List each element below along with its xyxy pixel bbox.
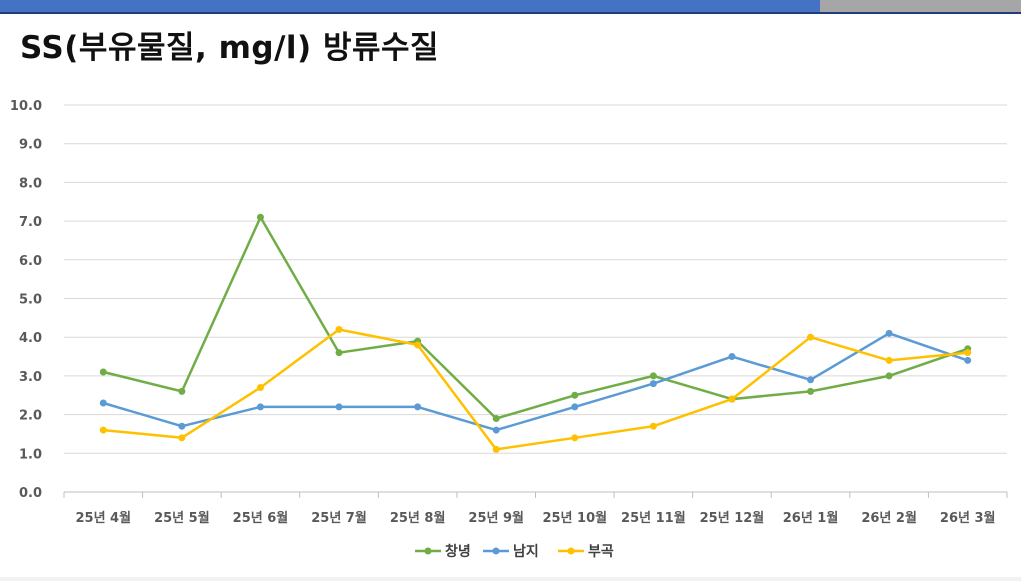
x-tick-label: 25년 8월 (390, 510, 446, 526)
y-tick-label: 0.0 (19, 486, 42, 501)
y-tick-label: 2.0 (19, 409, 42, 424)
data-point (414, 341, 422, 349)
data-point (256, 384, 264, 392)
series-line (103, 215, 969, 420)
data-point (885, 356, 893, 364)
y-tick-label: 7.0 (19, 215, 42, 230)
slide-title: SS(부유물질, mg/l) 방류수질 (20, 30, 440, 66)
data-point (807, 387, 815, 395)
x-tick-label: 25년 5월 (154, 510, 210, 526)
series-line (103, 328, 968, 451)
data-point (492, 426, 500, 434)
legend-swatch-marker (492, 547, 500, 555)
data-point (335, 403, 343, 411)
y-tick-label: 9.0 (19, 138, 42, 153)
y-tick-label: 1.0 (19, 447, 42, 462)
data-point (99, 368, 107, 376)
data-point (571, 403, 579, 411)
data-point (885, 329, 893, 337)
legend-swatch-marker (567, 547, 575, 555)
y-tick-label: 4.0 (19, 331, 42, 346)
x-tick-label: 26년 1월 (783, 510, 839, 526)
legend-label: 남지 (513, 543, 539, 560)
data-point (178, 387, 186, 395)
data-point (649, 422, 657, 430)
data-point (99, 426, 107, 434)
legend-label: 창녕 (445, 543, 471, 560)
data-point (964, 349, 972, 357)
header-divider (0, 12, 1021, 14)
x-tick-label: 25년 4월 (75, 510, 131, 526)
data-point (99, 399, 107, 407)
data-point (649, 372, 657, 380)
data-point (256, 213, 264, 221)
data-point (964, 356, 972, 364)
data-point (335, 349, 343, 357)
data-point (492, 414, 500, 422)
x-tick-label: 25년 12월 (700, 510, 765, 526)
legend-label: 부곡 (588, 544, 614, 560)
footer-divider (0, 577, 1021, 581)
x-tick-label: 25년 10월 (542, 510, 607, 526)
y-tick-label: 5.0 (19, 293, 42, 308)
data-point (807, 376, 815, 384)
data-point (807, 333, 815, 341)
y-tick-label: 8.0 (19, 176, 42, 191)
data-point (728, 395, 736, 403)
header-accent-bar (0, 0, 820, 12)
y-tick-label: 3.0 (19, 370, 42, 385)
data-point (256, 403, 264, 411)
legend-swatch-marker (424, 547, 432, 555)
data-point (492, 445, 500, 453)
header-accent-bar-right (820, 0, 1021, 12)
x-tick-label: 25년 9월 (468, 510, 524, 526)
data-point (335, 325, 343, 333)
data-point (571, 434, 579, 442)
x-tick-label: 26년 3월 (940, 510, 996, 526)
x-tick-label: 25년 7월 (311, 510, 367, 526)
y-tick-label: 6.0 (19, 254, 42, 269)
data-point (178, 422, 186, 430)
data-point (649, 380, 657, 388)
series-line (102, 332, 969, 432)
data-point (178, 434, 186, 442)
x-tick-label: 25년 6월 (233, 510, 289, 526)
data-point (728, 353, 736, 361)
data-point (885, 372, 893, 380)
x-tick-label: 25년 11월 (621, 510, 686, 526)
data-point (571, 391, 579, 399)
y-tick-label: 10.0 (10, 99, 42, 114)
x-tick-label: 26년 2월 (861, 510, 917, 526)
data-point (414, 403, 422, 411)
